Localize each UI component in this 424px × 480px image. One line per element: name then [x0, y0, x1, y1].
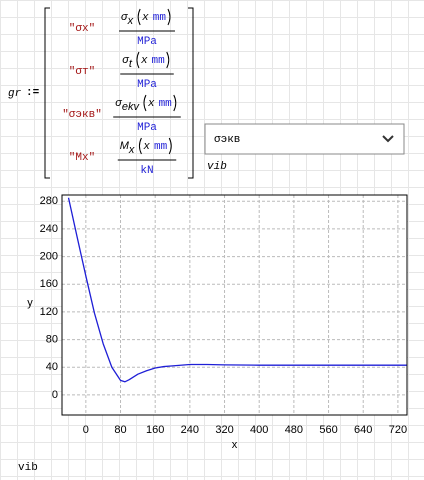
- y-tick-label: 160: [40, 278, 58, 290]
- unit: mm: [152, 55, 166, 67]
- unit: mm: [154, 141, 168, 153]
- y-axis-label: y: [27, 297, 33, 309]
- x-tick-label: 640: [354, 424, 372, 436]
- x-tick-label: 400: [250, 424, 268, 436]
- assign-operator: :=: [26, 87, 40, 99]
- numerator: σ t x mm: [122, 51, 170, 70]
- paren: [137, 8, 171, 26]
- assign-name: gr: [8, 88, 22, 100]
- subscript: ekv: [122, 101, 141, 113]
- x-tick-label: 320: [215, 424, 233, 436]
- subscript: x: [127, 15, 134, 27]
- subscript: x: [128, 144, 135, 156]
- subscript: t: [129, 58, 133, 70]
- x-tick-label: 0: [83, 424, 89, 436]
- y-tick-label: 120: [40, 306, 58, 318]
- denominator: kN: [140, 165, 153, 177]
- paren: [143, 94, 177, 112]
- paren: [136, 51, 170, 69]
- footer: vib: [18, 462, 38, 474]
- x-tick-label: 80: [114, 424, 126, 436]
- denominator: MPa: [137, 36, 157, 48]
- x-tick-label: 160: [146, 424, 164, 436]
- plot-area: [62, 195, 407, 415]
- unit: mm: [159, 98, 173, 110]
- y-tick-label: 80: [46, 333, 58, 345]
- dropdown-chevron[interactable]: [382, 135, 394, 143]
- argument: x: [142, 141, 150, 153]
- symbol: σ: [122, 54, 129, 66]
- argument: x: [140, 55, 148, 67]
- x-tick-label: 240: [181, 424, 199, 436]
- symbol: M: [120, 140, 130, 152]
- plot-frame: [61, 194, 408, 416]
- y-tick-label: 0: [52, 389, 58, 401]
- matrix-label: "σт": [69, 66, 95, 78]
- unit: mm: [153, 12, 167, 24]
- dropdown-variable: vib: [207, 161, 227, 173]
- matrix-label: "σэкв": [62, 109, 102, 121]
- paren: [138, 137, 172, 155]
- denominator: MPa: [137, 79, 157, 91]
- matrix-label: "σx": [69, 23, 95, 35]
- x-tick-label: 720: [389, 424, 407, 436]
- numerator: σ x x mm: [121, 8, 171, 27]
- y-tick-label: 240: [40, 223, 58, 235]
- x-tick-label: 480: [285, 424, 303, 436]
- symbol: σ: [115, 97, 122, 109]
- argument: x: [147, 98, 155, 110]
- argument: x: [141, 12, 149, 24]
- x-tick-label: 560: [319, 424, 337, 436]
- y-tick-label: 280: [40, 195, 58, 207]
- denominator: MPa: [137, 122, 157, 134]
- matrix-brackets: [44, 7, 194, 179]
- y-tick-label: 40: [46, 361, 58, 373]
- x-axis-label: x: [232, 439, 238, 451]
- dropdown-selected[interactable]: σэкв: [214, 134, 240, 146]
- symbol: σ: [121, 11, 128, 23]
- numerator: σ ekv x mm: [115, 94, 177, 113]
- y-tick-label: 200: [40, 250, 58, 262]
- matrix-label: "Mx": [69, 152, 95, 164]
- data-line: [67, 197, 407, 383]
- dropdown[interactable]: [204, 123, 405, 155]
